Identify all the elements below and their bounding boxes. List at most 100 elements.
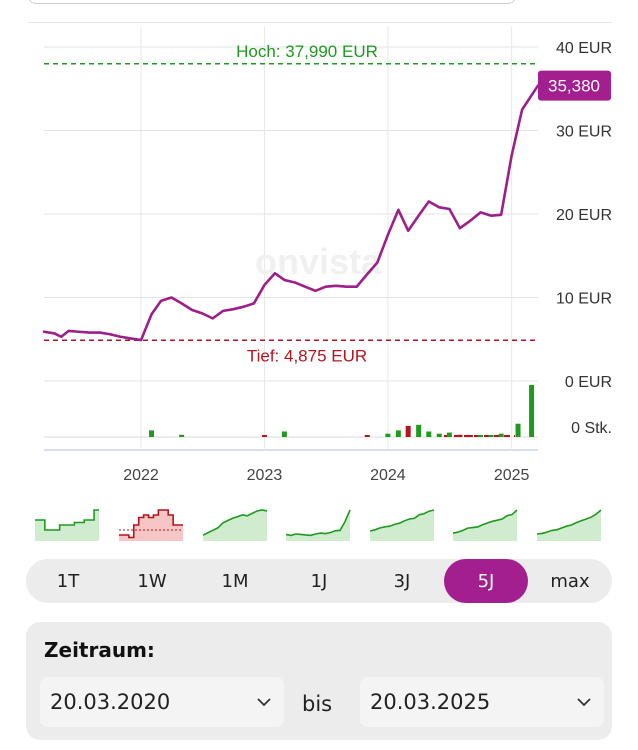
thumbnail-line (35, 509, 99, 531)
thumbnail-line (285, 509, 351, 537)
thumbnail-1m[interactable] (202, 500, 268, 542)
to-date-select[interactable]: 20.03.2025 (360, 677, 604, 727)
volume-axis-label: 0 Stk. (571, 420, 612, 437)
price-point (335, 285, 337, 287)
price-point (490, 215, 492, 217)
thumbnail-line (452, 509, 518, 534)
thumbnail-1j[interactable] (285, 500, 351, 542)
thumbnail-line (202, 509, 268, 536)
volume-bar (416, 424, 422, 437)
volume-bar (488, 435, 494, 437)
price-point (418, 215, 420, 217)
volume-bar (529, 385, 535, 437)
last-value-box (538, 70, 611, 101)
y-tick-label: 10 EUR (556, 291, 612, 308)
price-point (253, 302, 255, 304)
thumbnail-3j[interactable] (369, 500, 435, 542)
volume-bar (446, 432, 452, 437)
price-point (314, 290, 317, 292)
price-point (88, 331, 90, 334)
low-label: Tief: 4,875 EUR (247, 346, 367, 365)
range-title: Zeitraum: (44, 638, 155, 662)
price-point (150, 313, 153, 315)
volume-bar (426, 431, 432, 437)
thumbnail-line (119, 509, 183, 539)
volume-bar (436, 433, 442, 437)
period-button-5j[interactable]: 5J (444, 559, 528, 603)
price-point (521, 109, 523, 111)
period-button-3j[interactable]: 3J (393, 570, 411, 592)
volume-bar (364, 435, 370, 437)
price-point (181, 302, 183, 304)
price-point (129, 337, 132, 340)
price-point (469, 220, 471, 222)
volume-bar (179, 434, 185, 437)
from-date-select[interactable]: 20.03.2020 (40, 677, 284, 727)
thumbnail-5j[interactable] (452, 500, 518, 542)
x-tick-label: 2024 (370, 467, 406, 484)
price-point (243, 306, 245, 308)
volume-bar (457, 434, 463, 437)
chevron-down-icon (257, 698, 271, 707)
price-point (53, 332, 56, 335)
thumbnail-area (453, 510, 517, 541)
thumbnail-area (286, 510, 350, 541)
period-button-1t[interactable]: 1T (56, 570, 80, 592)
period-button-1w[interactable]: 1W (137, 570, 167, 592)
axis-labels: 40 EUR 30 EUR 20 EUR 10 EUR 0 EUR 0 Stk. 2022 2… (123, 40, 612, 484)
thumbnail-1w[interactable] (118, 500, 184, 542)
volume-bar (281, 431, 287, 437)
thumbnail-line (536, 509, 602, 535)
chevron-down-icon (577, 698, 591, 707)
last-value-label: 35,380 (548, 77, 600, 96)
price-point (387, 234, 389, 236)
price-point (43, 331, 45, 333)
x-tick-label: 2025 (494, 467, 530, 484)
high-label: Hoch: 37,990 EUR (236, 42, 378, 61)
price-point (325, 286, 327, 288)
thumbnail-area (203, 510, 267, 541)
volume-bar (395, 430, 401, 437)
price-point (222, 310, 224, 312)
period-button-1j[interactable]: 1J (310, 570, 328, 592)
price-point (397, 209, 399, 211)
price-point (99, 331, 101, 334)
price-point (294, 281, 296, 284)
period-selector: 1T 1W 1M 1J 3J 5J max (26, 559, 612, 603)
volume-bars (149, 385, 535, 437)
price-point (428, 200, 430, 203)
price-line-layer: 35,380 (42, 70, 611, 342)
date-range-card: Zeitraum: 20.03.2020 bis 20.03.2025 (26, 622, 612, 740)
price-point (366, 273, 368, 275)
y-tick-label: 30 EUR (556, 124, 612, 141)
price-point (212, 317, 214, 319)
x-tick-label: 2022 (123, 467, 159, 484)
price-point (191, 309, 193, 311)
thumbnail-max[interactable] (536, 500, 602, 542)
thumbnail-area (537, 510, 601, 541)
y-tick-label: 40 EUR (556, 40, 612, 57)
price-point (407, 230, 409, 232)
x-tick-label: 2023 (247, 467, 283, 484)
price-point (459, 227, 461, 229)
price-point (78, 331, 80, 333)
price-point (119, 336, 122, 338)
y-tick-label: 0 EUR (565, 374, 612, 391)
volume-bar (149, 430, 155, 437)
price-point (201, 312, 203, 314)
to-date-value: 20.03.2025 (370, 690, 491, 714)
thumbnail-1t[interactable] (34, 500, 100, 542)
price-point (68, 330, 70, 332)
y-tick-label: 20 EUR (556, 207, 612, 224)
period-button-max[interactable]: max (550, 570, 590, 592)
period-button-1m[interactable]: 1M (221, 570, 249, 592)
thumbnail-area (119, 510, 183, 541)
chart-grid (44, 27, 538, 451)
price-point (274, 272, 276, 274)
price-point (283, 279, 286, 281)
price-point (109, 333, 111, 335)
from-date-value: 20.03.2020 (50, 690, 171, 714)
price-point (511, 154, 513, 157)
price-point (438, 206, 440, 208)
